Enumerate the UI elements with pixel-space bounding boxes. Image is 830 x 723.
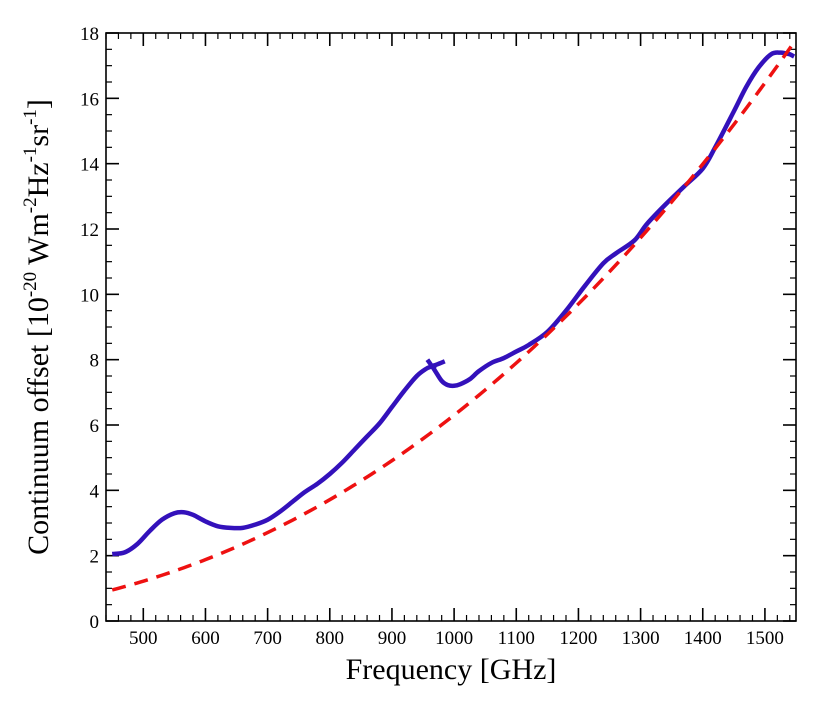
x-tick-label: 1000 [435, 628, 473, 649]
y-tick-label: 0 [90, 612, 100, 633]
y-axis-title-exp2: -2 [20, 197, 41, 213]
x-tick-label: 1400 [684, 628, 722, 649]
y-tick-label: 18 [80, 24, 99, 45]
y-tick-label: 4 [90, 481, 100, 502]
series-measured-line-1 [425, 50, 796, 389]
y-axis-title-exp1: -20 [20, 272, 41, 297]
x-tick-label: 1100 [498, 628, 535, 649]
y-tick-label: 10 [80, 285, 99, 306]
axis-ticks [105, 32, 796, 622]
y-tick-label: 14 [80, 155, 100, 176]
y-tick-label: 12 [80, 220, 99, 241]
x-tick-label: 600 [191, 628, 220, 649]
x-tick-label: 1200 [559, 628, 597, 649]
x-axis-title: Frequency [GHz] [346, 653, 557, 686]
series-layer [111, 38, 796, 592]
x-tick-label: 500 [129, 628, 158, 649]
series-fit-line [111, 38, 796, 592]
series-measured-line-0 [111, 363, 438, 557]
x-tick-label: 800 [316, 628, 345, 649]
series-measured-line-2 [429, 359, 446, 369]
y-axis-title-exp4: -1 [20, 109, 41, 125]
y-tick-label: 16 [80, 89, 99, 110]
x-tick-label: 1300 [622, 628, 660, 649]
plot-frame [105, 32, 797, 622]
tick-labels: 500 600 700 800 900 1000 1100 1200 1300 1400 1500 0… [80, 24, 784, 649]
y-axis-title-close: ] [22, 99, 55, 109]
x-tick-label: 1500 [746, 628, 784, 649]
y-axis-title-unit-w: Wm [22, 213, 55, 272]
y-axis-title-unit-sr: sr [22, 125, 55, 147]
y-axis-title-base: Continuum offset [10 [22, 297, 55, 555]
y-tick-label: 2 [90, 547, 100, 568]
y-tick-label: 6 [90, 416, 100, 437]
x-tick-label: 900 [378, 628, 407, 649]
x-tick-label: 700 [253, 628, 282, 649]
y-axis-title-exp3: -1 [20, 147, 41, 163]
y-axis-title-unit-hz: Hz [22, 162, 55, 197]
y-tick-label: 8 [90, 351, 100, 372]
y-axis-title: Continuum offset [10-20 Wm-2Hz-1sr-1] [20, 99, 55, 555]
